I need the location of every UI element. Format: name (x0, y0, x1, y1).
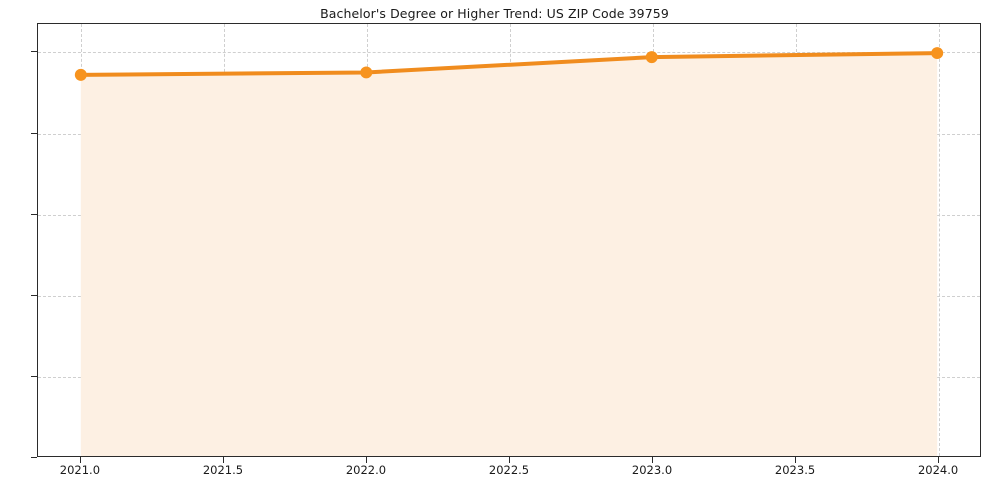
x-axis-tick-label: 2021.5 (202, 463, 244, 477)
x-axis-tick-label: 2023.5 (774, 463, 816, 477)
x-axis-tick-mark (222, 457, 224, 463)
x-axis-tick-label: 2022.5 (488, 463, 530, 477)
y-axis-tick-mark (31, 375, 37, 377)
series-line (81, 53, 937, 75)
series-canvas (74, 47, 944, 456)
x-axis-tick-label: 2021.0 (59, 463, 101, 477)
x-axis-tick-label: 2023.0 (631, 463, 673, 477)
y-axis-tick-mark (31, 213, 37, 215)
plot-area (37, 23, 981, 457)
gridline-vertical (939, 24, 941, 456)
chart-title: Bachelor's Degree or Higher Trend: US ZI… (320, 6, 669, 21)
x-axis-tick-label: 2022.0 (345, 463, 387, 477)
plot-inner (38, 24, 980, 456)
x-axis-tick-mark (795, 457, 797, 463)
x-axis-tick-label: 2024.0 (917, 463, 959, 477)
y-axis-tick-mark (31, 457, 37, 458)
y-axis-tick-mark (31, 294, 37, 296)
data-point-marker[interactable] (360, 66, 373, 79)
gridline-horizontal (38, 52, 980, 54)
x-axis-tick-mark (509, 457, 510, 463)
x-axis-tick-mark (652, 457, 654, 463)
y-axis-tick-mark (31, 51, 37, 53)
data-point-marker[interactable] (74, 68, 87, 81)
x-axis-tick-mark (365, 457, 367, 463)
data-point-marker[interactable] (645, 51, 658, 64)
data-point-marker[interactable] (931, 47, 944, 60)
y-axis-tick-mark (31, 132, 37, 134)
series-area-fill (80, 53, 938, 456)
x-axis-tick-mark (938, 457, 940, 463)
x-axis-tick-mark (79, 457, 81, 463)
